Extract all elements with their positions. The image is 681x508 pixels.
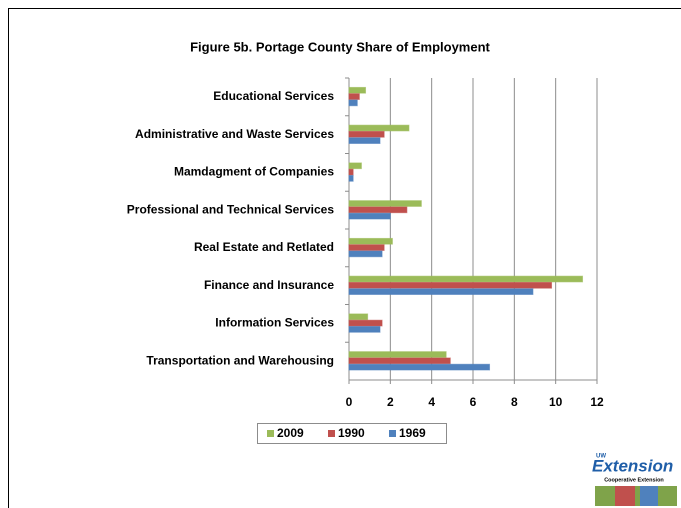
logo-image xyxy=(595,486,677,506)
logo-image xyxy=(615,486,635,506)
x-tick-label: 8 xyxy=(511,395,518,409)
legend-swatch xyxy=(328,430,335,437)
bar xyxy=(348,206,408,214)
bar xyxy=(348,130,385,138)
bar xyxy=(348,250,383,258)
chart-title: Figure 5b. Portage County Share of Emplo… xyxy=(190,39,490,54)
bar xyxy=(348,86,367,94)
bar xyxy=(348,137,381,144)
bar xyxy=(348,288,534,295)
legend-label: 1969 xyxy=(399,426,426,440)
y-tick-label: Professional and Technical Services xyxy=(127,202,335,216)
bar xyxy=(348,212,391,220)
y-tick-label: Information Services xyxy=(215,316,334,330)
x-tick-label: 6 xyxy=(470,395,477,409)
logo-image xyxy=(640,486,658,506)
legend-label: 1990 xyxy=(338,426,365,440)
bar xyxy=(348,313,369,321)
bar xyxy=(348,275,584,283)
logo-top: UW xyxy=(596,454,606,460)
x-tick-label: 2 xyxy=(387,395,394,409)
bar xyxy=(348,363,491,371)
legend-swatch xyxy=(267,430,274,437)
x-tick-label: 0 xyxy=(346,395,353,409)
bar xyxy=(348,168,354,176)
logo-subtitle: Cooperative Extension xyxy=(604,477,664,483)
x-tick-label: 4 xyxy=(428,395,435,409)
frame xyxy=(8,8,681,508)
y-tick-label: Finance and Insurance xyxy=(204,278,334,292)
y-tick-label: Mamdagment of Companies xyxy=(174,165,334,179)
bar xyxy=(348,244,385,251)
bar xyxy=(348,175,354,182)
y-tick-label: Administrative and Waste Services xyxy=(135,127,334,141)
logo: UW Extension Cooperative Extension xyxy=(592,454,677,506)
bar xyxy=(348,162,362,170)
bar xyxy=(348,99,358,107)
x-tick-label: 10 xyxy=(549,395,563,409)
y-tick-label: Transportation and Warehousing xyxy=(146,353,334,367)
x-tick-label: 12 xyxy=(590,395,604,409)
bar xyxy=(348,124,410,132)
bar xyxy=(348,351,447,358)
bar xyxy=(348,319,383,327)
bar xyxy=(348,237,393,245)
bar xyxy=(348,281,553,289)
legend-box xyxy=(257,423,447,444)
logo-name: Extension xyxy=(592,456,673,475)
bar xyxy=(348,326,381,333)
y-tick-label: Educational Services xyxy=(213,89,334,103)
legend-label: 2009 xyxy=(277,426,304,440)
bar xyxy=(348,357,451,365)
y-tick-label: Real Estate and Retlated xyxy=(194,240,334,254)
bar xyxy=(348,200,422,207)
bar xyxy=(348,93,360,100)
legend-swatch xyxy=(389,430,396,437)
